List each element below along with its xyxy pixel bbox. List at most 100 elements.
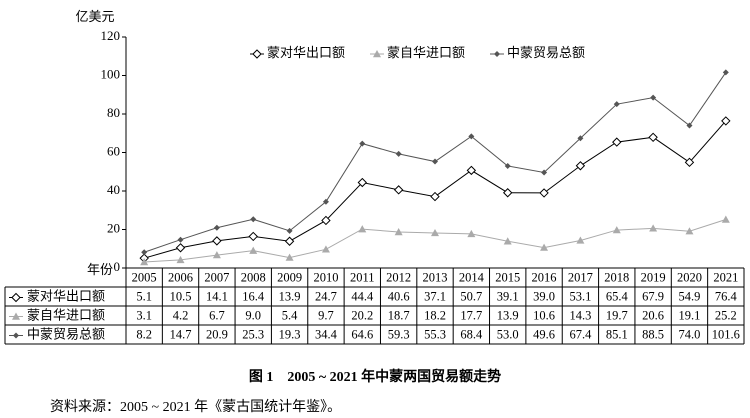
marker <box>612 226 621 234</box>
table-cell: 20.6 <box>642 308 664 322</box>
table-cell: 37.1 <box>424 289 446 303</box>
marker <box>540 243 549 251</box>
marker <box>252 49 262 59</box>
table-cell: 67.9 <box>642 289 664 303</box>
x-tick-label: 2019 <box>641 270 666 284</box>
marker <box>432 158 438 165</box>
y-tick-label: 60 <box>107 143 120 158</box>
x-tick-label: 2017 <box>568 270 593 284</box>
row-label: 蒙自华进口额 <box>27 307 105 322</box>
y-tick-label: 20 <box>107 220 120 235</box>
marker <box>357 177 368 188</box>
marker <box>504 162 511 169</box>
x-tick-label: 2016 <box>532 270 557 284</box>
marker <box>648 132 658 142</box>
x-tick-label: 2014 <box>459 270 485 284</box>
table-cell: 39.1 <box>497 289 519 303</box>
marker <box>175 243 186 253</box>
y-tick-label: 100 <box>101 66 121 81</box>
chart-title: 图 1 2005 ~ 2021 年中蒙两国贸易额走势 <box>249 368 501 385</box>
marker <box>575 161 586 171</box>
marker <box>140 258 149 266</box>
x-tick-label: 2021 <box>713 270 738 284</box>
table-cell: 50.7 <box>460 289 482 303</box>
marker <box>373 50 381 58</box>
x-tick-label: 2012 <box>386 270 411 284</box>
table-cell: 14.7 <box>170 327 192 341</box>
table-cell: 9.7 <box>318 308 334 322</box>
table-cell: 19.1 <box>679 308 701 322</box>
source-note: 资料来源：2005 ~ 2021 年《蒙古国统计年鉴》。 <box>50 399 341 415</box>
table-cell: 40.6 <box>388 289 410 303</box>
marker <box>13 332 19 339</box>
x-tick-label: 2020 <box>677 270 702 284</box>
x-tick-label: 2008 <box>241 270 266 284</box>
row-label: 蒙对华出口额 <box>27 288 105 303</box>
series-line <box>144 219 726 263</box>
x-axis-title: 年份 <box>87 262 113 277</box>
table-cell: 17.7 <box>460 308 482 322</box>
table-cell: 10.5 <box>170 289 192 303</box>
marker <box>721 215 730 223</box>
x-tick-label: 2009 <box>277 270 302 284</box>
x-tick-label: 2011 <box>350 270 375 284</box>
table-cell: 20.2 <box>351 308 373 322</box>
marker <box>12 312 20 320</box>
marker <box>212 251 221 259</box>
marker <box>358 225 367 233</box>
marker <box>467 229 476 238</box>
table-cell: 18.2 <box>424 308 446 322</box>
marker <box>686 122 693 129</box>
marker <box>250 216 257 223</box>
series-line <box>144 120 727 259</box>
table-cell: 54.9 <box>679 289 701 303</box>
marker <box>430 191 440 202</box>
marker <box>176 255 185 264</box>
marker <box>494 51 500 57</box>
x-tick-label: 2010 <box>313 270 338 284</box>
marker <box>685 227 694 235</box>
table-cell: 68.4 <box>460 327 483 341</box>
marker <box>541 169 548 176</box>
y-tick-label: 80 <box>107 105 120 120</box>
table-cell: 85.1 <box>606 327 628 341</box>
table-cell: 65.4 <box>606 289 629 303</box>
table-cell: 6.7 <box>209 308 225 322</box>
marker <box>393 185 404 195</box>
table-cell: 14.3 <box>569 308 591 322</box>
table-cell: 3.1 <box>136 308 152 322</box>
marker <box>394 228 403 236</box>
table-cell: 19.3 <box>279 327 301 341</box>
table-cell: 25.3 <box>242 327 264 341</box>
y-tick-label: 0 <box>114 259 121 274</box>
table-cell: 64.6 <box>351 327 373 341</box>
table-cell: 44.4 <box>351 289 374 303</box>
marker <box>285 253 294 261</box>
x-tick-label: 2005 <box>132 270 157 284</box>
table-cell: 55.3 <box>424 327 446 341</box>
marker <box>502 188 513 198</box>
table-cell: 14.1 <box>206 289 228 303</box>
table-cell: 13.9 <box>279 289 301 303</box>
table-cell: 49.6 <box>533 327 555 341</box>
legend-label: 中蒙贸易总额 <box>507 45 585 60</box>
legend-label: 蒙对华出口额 <box>267 45 345 60</box>
table-cell: 19.7 <box>606 308 628 322</box>
marker <box>248 231 258 242</box>
marker <box>431 228 439 237</box>
marker <box>468 133 475 140</box>
table-cell: 20.9 <box>206 327 228 341</box>
marker <box>721 116 731 126</box>
table-cell: 53.1 <box>569 289 591 303</box>
table-cell: 13.9 <box>497 308 519 322</box>
table-cell: 9.0 <box>245 308 261 322</box>
table-cell: 101.6 <box>712 327 740 341</box>
table-cell: 10.6 <box>533 308 555 322</box>
table-cell: 39.0 <box>533 289 555 303</box>
marker <box>141 249 148 256</box>
marker <box>286 227 293 234</box>
table-cell: 18.7 <box>388 308 410 322</box>
marker <box>612 137 622 147</box>
marker <box>321 245 330 253</box>
